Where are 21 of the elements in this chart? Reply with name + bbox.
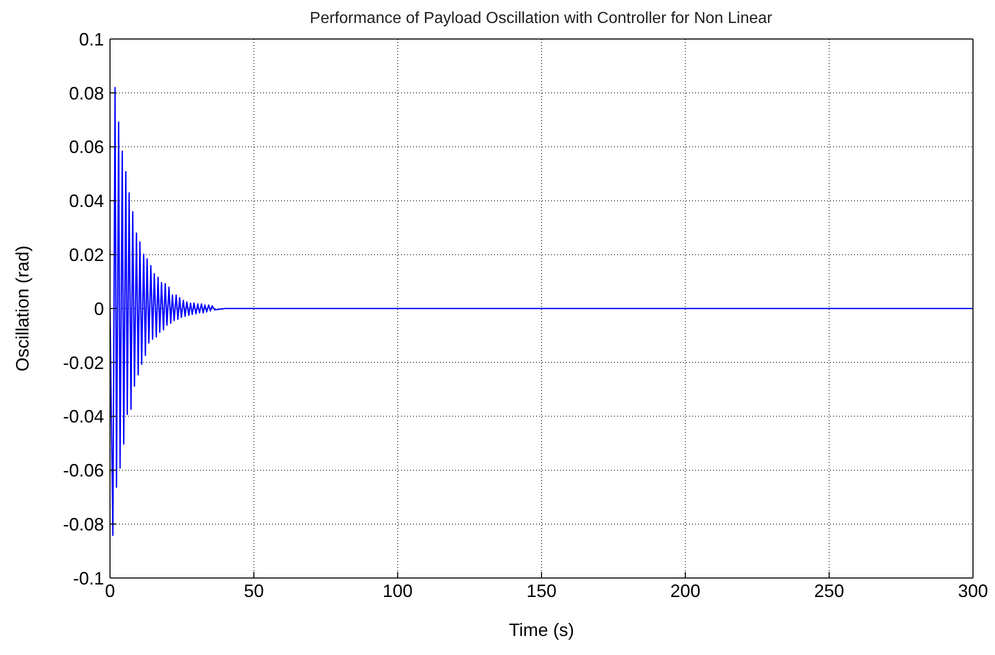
x-tick-label: 200 [670, 580, 700, 601]
y-tick-label: 0.08 [68, 83, 104, 104]
x-tick-label: 300 [958, 580, 988, 601]
x-axis-title: Time (s) [508, 620, 574, 640]
y-tick-label: 0.1 [78, 29, 104, 50]
chart-title: Performance of Payload Oscillation with Controller for Non Linear [308, 10, 774, 28]
y-tick-label: 0.06 [68, 137, 104, 158]
y-tick-label: -0.06 [62, 460, 104, 481]
x-tick-label: 250 [814, 580, 844, 601]
y-tick-label: -0.02 [62, 352, 104, 373]
line-series [110, 86, 973, 536]
y-tick-label: 0 [94, 298, 104, 319]
y-tick-label: -0.1 [72, 568, 104, 588]
y-tick-label: -0.04 [62, 406, 104, 427]
y-tick-label: -0.08 [62, 514, 104, 534]
y-tick-label: 0.04 [68, 191, 104, 212]
x-tick-label: 50 [244, 580, 264, 601]
x-tick-label: 150 [526, 580, 557, 601]
y-tick-label: 0.02 [68, 244, 104, 265]
x-tick-label: 100 [382, 580, 413, 601]
y-axis-title: Oscillation (rad) [12, 245, 32, 372]
